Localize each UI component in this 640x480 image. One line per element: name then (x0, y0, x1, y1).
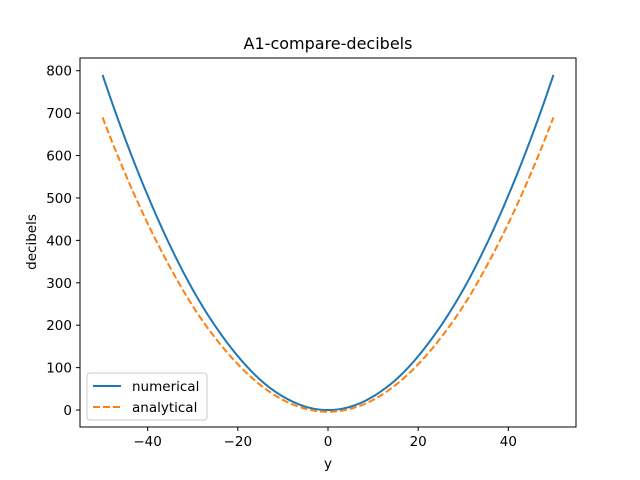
series-line-numerical (101, 74, 555, 412)
y-tick-label: 0 (63, 403, 72, 419)
x-tick-label: 0 (324, 434, 333, 450)
x-axis-ticks: −40 −20 0 20 40 (133, 427, 517, 450)
series-line-analytical (101, 117, 555, 413)
legend-label-numerical: numerical (132, 379, 199, 395)
plot-lines (101, 74, 555, 413)
y-tick-label: 600 (46, 149, 72, 165)
y-axis-label: decibels (24, 214, 40, 270)
y-tick-label: 400 (46, 233, 72, 249)
legend: numerical analytical (86, 372, 208, 421)
y-tick-label: 700 (46, 106, 72, 122)
y-axis-ticks: 0 100 200 300 400 500 600 700 800 (46, 64, 80, 419)
y-tick-label: 200 (46, 318, 72, 334)
legend-label-analytical: analytical (132, 400, 197, 416)
x-tick-label: 40 (500, 434, 517, 450)
y-tick-label: 800 (46, 64, 72, 80)
x-tick-label: −40 (133, 434, 162, 450)
y-tick-label: 100 (46, 361, 72, 377)
x-axis-label: y (324, 456, 332, 472)
legend-box (86, 372, 208, 421)
chart-title: A1-compare-decibels (244, 34, 413, 53)
x-tick-label: 20 (410, 434, 427, 450)
y-tick-label: 300 (46, 276, 72, 292)
x-tick-label: −20 (224, 434, 253, 450)
y-tick-label: 500 (46, 191, 72, 207)
